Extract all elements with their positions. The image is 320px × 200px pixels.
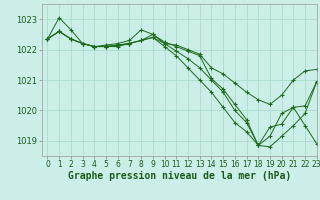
X-axis label: Graphe pression niveau de la mer (hPa): Graphe pression niveau de la mer (hPa): [68, 171, 291, 181]
